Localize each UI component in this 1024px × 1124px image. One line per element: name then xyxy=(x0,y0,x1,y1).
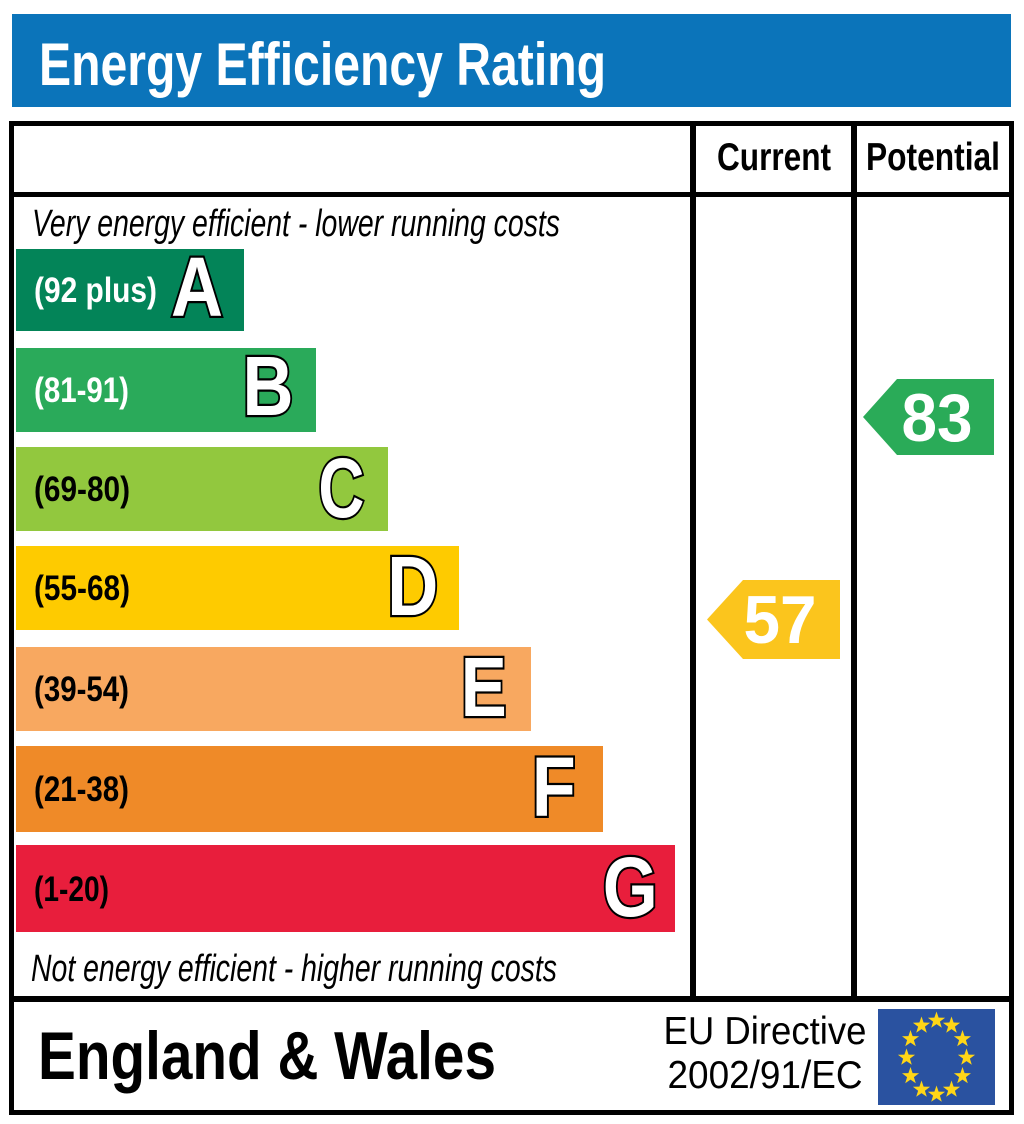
svg-text:Current: Current xyxy=(717,136,831,179)
svg-text:2002/91/EC: 2002/91/EC xyxy=(668,1054,863,1097)
svg-text:C: C xyxy=(318,441,364,535)
svg-text:D: D xyxy=(387,539,438,633)
svg-text:A: A xyxy=(171,240,223,334)
svg-text:Potential: Potential xyxy=(866,136,1000,179)
svg-text:(69-80): (69-80) xyxy=(34,470,130,509)
svg-text:G: G xyxy=(603,840,658,934)
svg-text:Very energy efficient - lower: Very energy efficient - lower running co… xyxy=(32,203,560,245)
svg-text:E: E xyxy=(461,640,507,734)
svg-text:83: 83 xyxy=(902,380,973,456)
svg-text:England & Wales: England & Wales xyxy=(38,1018,496,1094)
svg-text:(21-38): (21-38) xyxy=(34,770,129,809)
svg-text:B: B xyxy=(243,339,294,433)
svg-text:EU Directive: EU Directive xyxy=(664,1010,867,1053)
svg-text:F: F xyxy=(532,740,576,834)
svg-text:(55-68): (55-68) xyxy=(34,569,130,608)
svg-text:57: 57 xyxy=(744,582,817,658)
svg-text:(1-20): (1-20) xyxy=(34,870,109,909)
svg-text:Energy Efficiency Rating: Energy Efficiency Rating xyxy=(39,31,606,98)
svg-text:(92 plus): (92 plus) xyxy=(34,271,157,310)
svg-text:(39-54): (39-54) xyxy=(34,670,129,709)
svg-text:(81-91): (81-91) xyxy=(34,371,129,410)
svg-text:Not energy efficient - higher: Not energy efficient - higher running co… xyxy=(31,948,557,990)
